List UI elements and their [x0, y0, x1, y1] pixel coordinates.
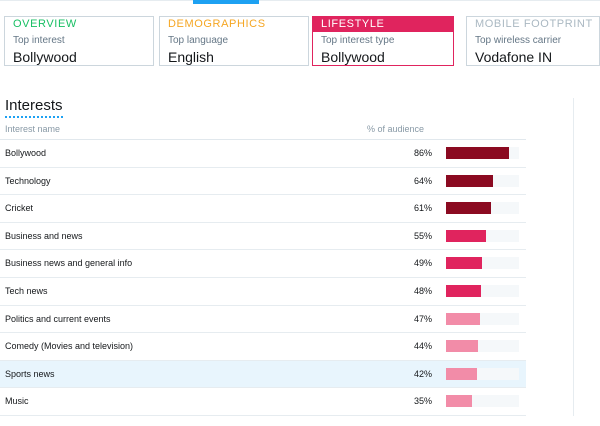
- interest-name: Politics and current events: [5, 313, 111, 324]
- interest-name: Music: [5, 396, 29, 407]
- column-header-interest-name: Interest name: [5, 124, 61, 134]
- interest-percent: 55%: [413, 230, 432, 241]
- table-row[interactable]: Comedy (Movies and television) 44%: [0, 333, 526, 361]
- card-sub: Top language: [168, 35, 229, 46]
- table-row[interactable]: Sports news 42%: [0, 360, 526, 389]
- card-tag: DEMOGRAPHICS: [168, 18, 266, 30]
- card-mobile-footprint[interactable]: MOBILE FOOTPRINT Top wireless carrier Vo…: [466, 16, 600, 66]
- card-sub: Top interest type: [321, 35, 395, 46]
- card-tag: OVERVIEW: [13, 18, 77, 30]
- audience-bar-track: [446, 257, 519, 270]
- audience-bar: [446, 284, 482, 297]
- audience-bar: [446, 147, 509, 159]
- interest-name: Cricket: [5, 203, 34, 214]
- audience-bar-track: [446, 229, 519, 242]
- card-demographics[interactable]: DEMOGRAPHICS Top language English: [159, 16, 309, 66]
- card-tag: MOBILE FOOTPRINT: [475, 18, 593, 30]
- audience-bar: [446, 257, 482, 270]
- table-row[interactable]: Cricket 61%: [0, 195, 526, 223]
- card-lifestyle[interactable]: LIFESTYLE Top interest type Bollywood: [312, 16, 454, 66]
- audience-bar-track: [446, 367, 519, 380]
- section-title: Interests: [5, 97, 63, 118]
- audience-bar: [446, 312, 481, 325]
- audience-bar-track: [446, 340, 519, 353]
- interest-name: Comedy (Movies and television): [5, 341, 134, 352]
- audience-bar-track: [446, 174, 519, 187]
- interest-percent: 86%: [413, 148, 432, 158]
- audience-bar-track: [446, 395, 519, 408]
- interests-table: Bollywood 86% Technology 64% Cricket 61% Busin…: [0, 140, 526, 416]
- interest-percent: 47%: [413, 313, 432, 324]
- audience-bar: [446, 340, 479, 353]
- card-value: Bollywood: [321, 49, 385, 65]
- interest-name: Sports news: [5, 368, 55, 379]
- audience-bar-track: [446, 284, 519, 297]
- interest-percent: 61%: [413, 203, 432, 214]
- table-row[interactable]: Business news and general info 49%: [0, 250, 526, 278]
- interest-percent: 48%: [413, 285, 432, 296]
- card-value: English: [168, 49, 214, 65]
- interest-percent: 44%: [413, 341, 432, 352]
- audience-bar: [446, 202, 491, 215]
- audience-category-cards: OVERVIEW Top interest Bollywood DEMOGRAP…: [4, 16, 600, 68]
- audience-bar: [446, 229, 487, 242]
- interest-name: Business news and general info: [5, 258, 133, 269]
- audience-bar: [446, 174, 493, 187]
- interest-name: Business and news: [5, 230, 83, 241]
- card-value: Bollywood: [13, 49, 77, 65]
- interest-percent: 49%: [413, 258, 432, 269]
- table-row[interactable]: Music 35%: [0, 388, 526, 416]
- top-rule: [0, 0, 600, 1]
- card-value: Vodafone IN: [475, 49, 553, 65]
- audience-bar: [446, 395, 472, 408]
- audience-bar: [446, 367, 477, 380]
- interest-name: Bollywood: [5, 148, 47, 158]
- panel-divider: [573, 98, 574, 416]
- table-row[interactable]: Technology 64%: [0, 168, 526, 196]
- card-tag: LIFESTYLE: [313, 17, 453, 32]
- column-header-percent: % of audience: [367, 124, 425, 134]
- table-row[interactable]: Bollywood 86%: [0, 140, 526, 168]
- audience-bar-track: [446, 312, 519, 325]
- interest-percent: 64%: [413, 175, 432, 186]
- interest-percent: 42%: [413, 368, 432, 379]
- header-divider: [0, 139, 526, 140]
- interest-name: Tech news: [5, 285, 48, 296]
- table-row[interactable]: Politics and current events 47%: [0, 306, 526, 334]
- audience-bar-track: [446, 147, 519, 159]
- table-row[interactable]: Business and news 55%: [0, 223, 526, 251]
- card-overview[interactable]: OVERVIEW Top interest Bollywood: [4, 16, 154, 66]
- audience-bar-track: [446, 202, 519, 215]
- card-sub: Top wireless carrier: [475, 35, 562, 46]
- active-tab-indicator: [193, 0, 259, 4]
- table-row[interactable]: Tech news 48%: [0, 278, 526, 306]
- card-sub: Top interest: [13, 35, 65, 46]
- interest-name: Technology: [5, 175, 51, 186]
- interest-percent: 35%: [413, 396, 432, 407]
